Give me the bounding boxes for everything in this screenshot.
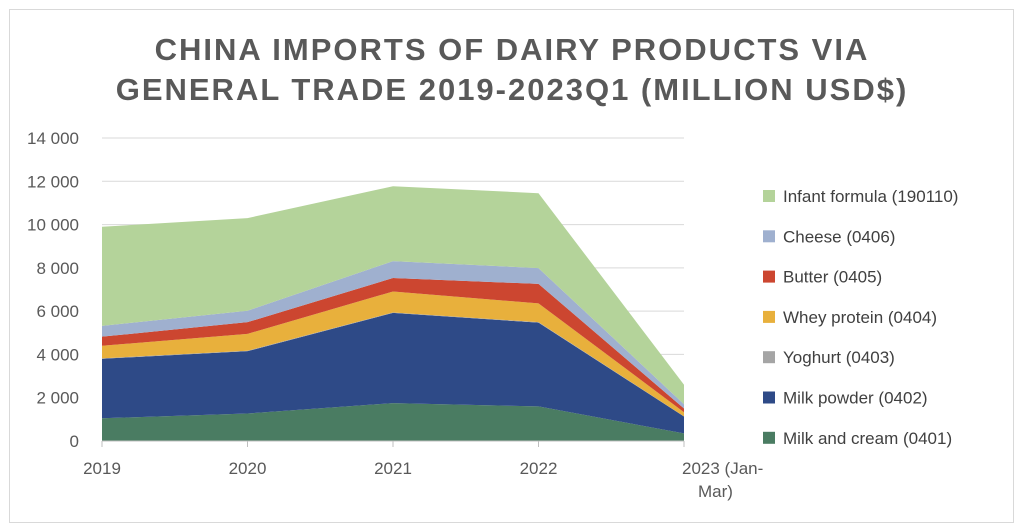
y-tick-label: 12 000: [27, 172, 79, 191]
y-tick-label: 6 000: [36, 302, 79, 321]
chart-title-line-1: CHINA IMPORTS OF DAIRY PRODUCTS VIA: [154, 32, 870, 67]
y-tick-label: 10 000: [27, 216, 79, 235]
x-tick-label: Mar): [698, 482, 733, 501]
legend-swatch: [763, 270, 775, 283]
legend-swatch: [763, 391, 775, 404]
area-milk-powder-0402: [102, 312, 684, 434]
y-tick-label: 2 000: [36, 389, 79, 408]
area-infant-formula-190110: [102, 186, 684, 405]
chart-title: CHINA IMPORTS OF DAIRY PRODUCTS VIA GENE…: [0, 30, 1024, 110]
y-tick-label: 8 000: [36, 259, 79, 278]
y-axis-ticks: 0 2 000 4 000 6 000 8 000 10 000 12 000 14 000: [27, 129, 79, 451]
legend-label: Butter (0405): [783, 268, 882, 287]
area-series: [102, 186, 684, 441]
legend-label: Yoghurt (0403): [783, 348, 895, 367]
y-tick-label: 4 000: [36, 345, 79, 364]
legend-label: Milk and cream (0401): [783, 429, 952, 448]
legend-label: Cheese (0406): [783, 227, 895, 246]
legend: Infant formula (190110) Cheese (0406) Butt…: [763, 187, 958, 448]
axes: [101, 440, 685, 447]
x-tick-label: 2019: [83, 459, 121, 478]
legend-label: Infant formula (190110): [783, 187, 958, 206]
legend-swatch: [763, 190, 775, 202]
y-tick-label: 14 000: [27, 129, 79, 148]
x-tick-label: 2023 (Jan-: [682, 459, 763, 478]
legend-swatch: [763, 431, 775, 444]
x-tick-label: 2021: [374, 459, 412, 478]
chart-title-line-2: GENERAL TRADE 2019-2023Q1 (MILLION USD$): [115, 72, 909, 107]
legend-label: Milk powder (0402): [783, 389, 928, 408]
area-milk-and-cream-0401: [102, 403, 684, 441]
x-axis-ticks: 2019 2020 2021 2022 2023 (Jan- Mar): [83, 459, 763, 501]
x-tick-label: 2020: [229, 459, 267, 478]
legend-swatch: [763, 351, 775, 364]
legend-label: Whey protein (0404): [783, 308, 937, 327]
legend-swatch: [763, 230, 775, 243]
y-tick-label: 0: [70, 432, 79, 451]
legend-swatch: [763, 310, 775, 323]
x-tick-label: 2022: [520, 459, 558, 478]
